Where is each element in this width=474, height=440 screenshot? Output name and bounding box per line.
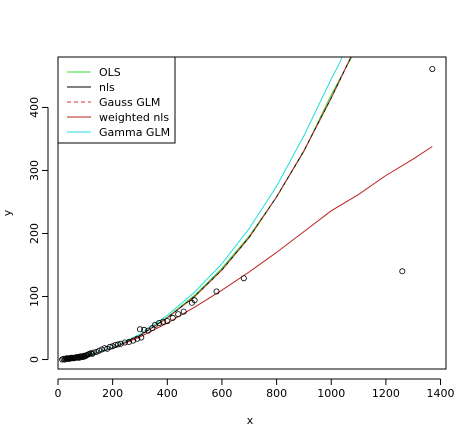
data-point (429, 66, 436, 73)
legend: OLS nls Gauss GLM weighted nls Gamma GLM (57, 56, 176, 144)
y-axis-label: y (1, 209, 14, 216)
legend-label-3: weighted nls (99, 111, 169, 124)
data-point (191, 297, 198, 304)
legend-box (57, 56, 176, 144)
legend-label-1: nls (99, 81, 115, 94)
data-point (180, 308, 187, 315)
legend-label-0: OLS (99, 66, 121, 79)
legend-label-2: Gauss GLM (99, 96, 160, 109)
x-tick-label: 1000 (317, 387, 345, 400)
data-point (175, 311, 182, 318)
data-point (112, 341, 119, 348)
x-tick-label: 1200 (372, 387, 400, 400)
x-tick-label: 400 (157, 387, 178, 400)
data-point (145, 327, 152, 334)
data-points (59, 66, 436, 363)
legend-label-4: Gamma GLM (99, 126, 170, 139)
data-point (115, 341, 122, 348)
y-tick-label: 400 (28, 97, 41, 118)
data-point (64, 355, 71, 362)
data-point (141, 326, 148, 333)
plot-frame (57, 56, 447, 370)
x-tick-label: 0 (55, 387, 62, 400)
data-point (121, 339, 128, 346)
data-point (126, 338, 133, 345)
y-tick-label: 300 (28, 160, 41, 181)
data-point (134, 335, 141, 342)
data-point (399, 268, 406, 275)
y-axis: 0 100 200 300 400 (28, 97, 49, 363)
data-point (213, 288, 220, 295)
data-point (240, 275, 247, 282)
x-tick-label: 600 (211, 387, 232, 400)
data-point (136, 326, 143, 333)
data-point (106, 343, 113, 350)
data-point (164, 318, 171, 325)
data-point (169, 314, 176, 321)
data-point (117, 340, 124, 347)
y-tick-label: 100 (28, 286, 41, 307)
x-axis-label: x (247, 414, 254, 427)
data-point (66, 355, 73, 362)
data-point (160, 318, 167, 325)
data-point (90, 349, 97, 356)
data-point (156, 319, 163, 326)
x-axis: 0 200 400 600 800 1000 1200 1400 (55, 378, 455, 400)
series-line-3 (63, 146, 433, 360)
data-point (109, 343, 116, 350)
x-tick-label: 200 (102, 387, 123, 400)
data-point (81, 353, 88, 360)
data-point (62, 355, 69, 362)
x-tick-label: 1400 (427, 387, 455, 400)
data-point (101, 345, 108, 352)
data-point (138, 334, 145, 341)
data-point (81, 352, 88, 359)
x-tick-label: 800 (266, 387, 287, 400)
data-point (96, 347, 103, 354)
y-tick-label: 0 (28, 356, 41, 363)
y-tick-label: 200 (28, 223, 41, 244)
